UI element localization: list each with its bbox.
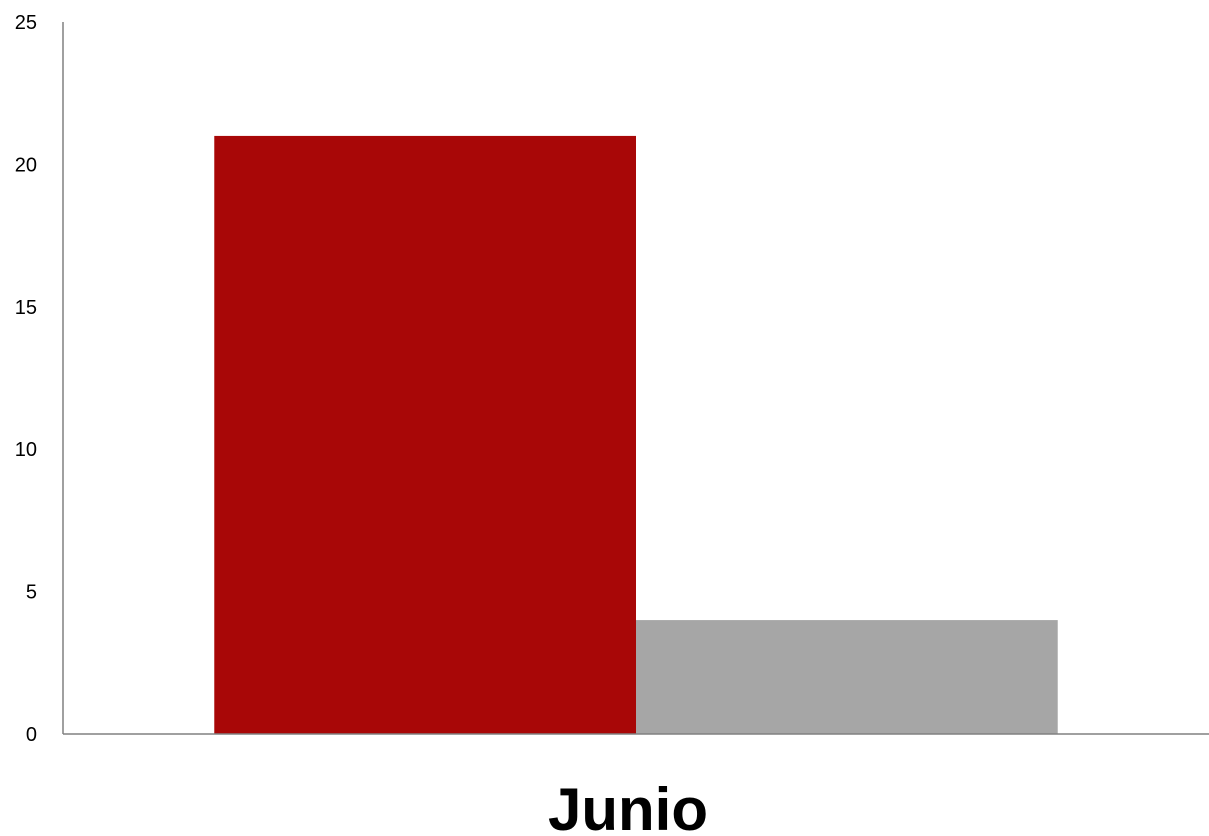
y-axis-ticks: 0 5 10 15 20 25	[15, 12, 37, 746]
y-tick-label: 5	[26, 582, 37, 604]
y-tick-label: 15	[15, 297, 37, 319]
y-tick-label: 0	[26, 724, 37, 746]
y-tick-label: 10	[15, 439, 37, 461]
y-tick-label: 20	[15, 154, 37, 176]
bar	[214, 135, 636, 735]
x-axis-categories: Junio	[548, 776, 708, 836]
x-category-label: Junio	[548, 776, 708, 836]
y-tick-label: 25	[15, 12, 37, 34]
bar	[636, 620, 1058, 734]
bars	[214, 135, 1058, 735]
